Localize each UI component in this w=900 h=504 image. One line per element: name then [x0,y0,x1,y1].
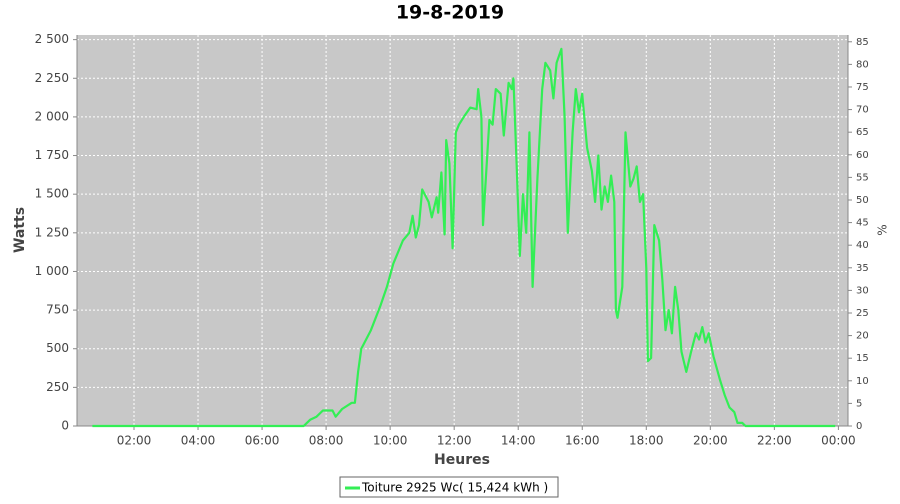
y2-tick-label: 5 [856,398,862,409]
y2-tick-label: 25 [856,308,869,319]
y2-tick-label: 35 [856,263,869,274]
x-axis-label: Heures [434,452,490,468]
x-tick-label: 22:00 [757,434,792,448]
x-tick-label: 04:00 [181,434,216,448]
y-tick-label: 500 [46,341,69,355]
y2-tick-label: 20 [856,331,869,342]
y2-tick-label: 50 [856,195,869,206]
y2-tick-label: 75 [856,82,869,93]
y-tick-label: 2 250 [35,71,69,85]
y-tick-label: 1 500 [35,187,69,201]
legend-label: Toiture 2925 Wc( 15,424 kWh ) [361,481,548,495]
y2-tick-label: 40 [856,240,869,251]
x-tick-label: 06:00 [245,434,280,448]
y-tick-label: 1 750 [35,148,69,162]
y2-tick-label: 30 [856,285,869,296]
y2-tick-label: 45 [856,218,869,229]
x-tick-label: 08:00 [309,434,344,448]
plot-area [77,35,848,426]
x-tick-label: 16:00 [565,434,600,448]
y-tick-label: 1 250 [35,225,69,239]
legend [339,476,559,498]
y2-axis-label: % [876,224,890,235]
x-tick-label: 12:00 [437,434,472,448]
y-tick-label: 1 000 [35,264,69,278]
chart-title: 19-8-2019 [396,2,504,24]
y-tick-label: 0 [61,419,69,433]
x-tick-label: 10:00 [373,434,408,448]
y2-tick-label: 65 [856,127,869,138]
series-line [92,47,836,428]
y-tick-label: 750 [46,303,69,317]
y-axis-label: Watts [12,207,28,253]
x-tick-label: 02:00 [117,434,152,448]
y-tick-label: 250 [46,380,69,394]
y2-tick-label: 15 [856,353,869,364]
y2-tick-label: 80 [856,59,869,70]
x-tick-label: 00:00 [821,434,856,448]
y2-tick-label: 85 [856,37,869,48]
y2-tick-label: 55 [856,172,869,183]
x-tick-label: 20:00 [693,434,728,448]
y2-tick-label: 0 [856,421,862,432]
y2-tick-label: 60 [856,150,869,161]
y2-tick-label: 10 [856,376,869,387]
y2-tick-label: 70 [856,105,869,116]
x-tick-label: 18:00 [629,434,664,448]
x-tick-label: 14:00 [501,434,536,448]
y-tick-label: 2 500 [35,32,69,46]
y-tick-label: 2 000 [35,109,69,123]
